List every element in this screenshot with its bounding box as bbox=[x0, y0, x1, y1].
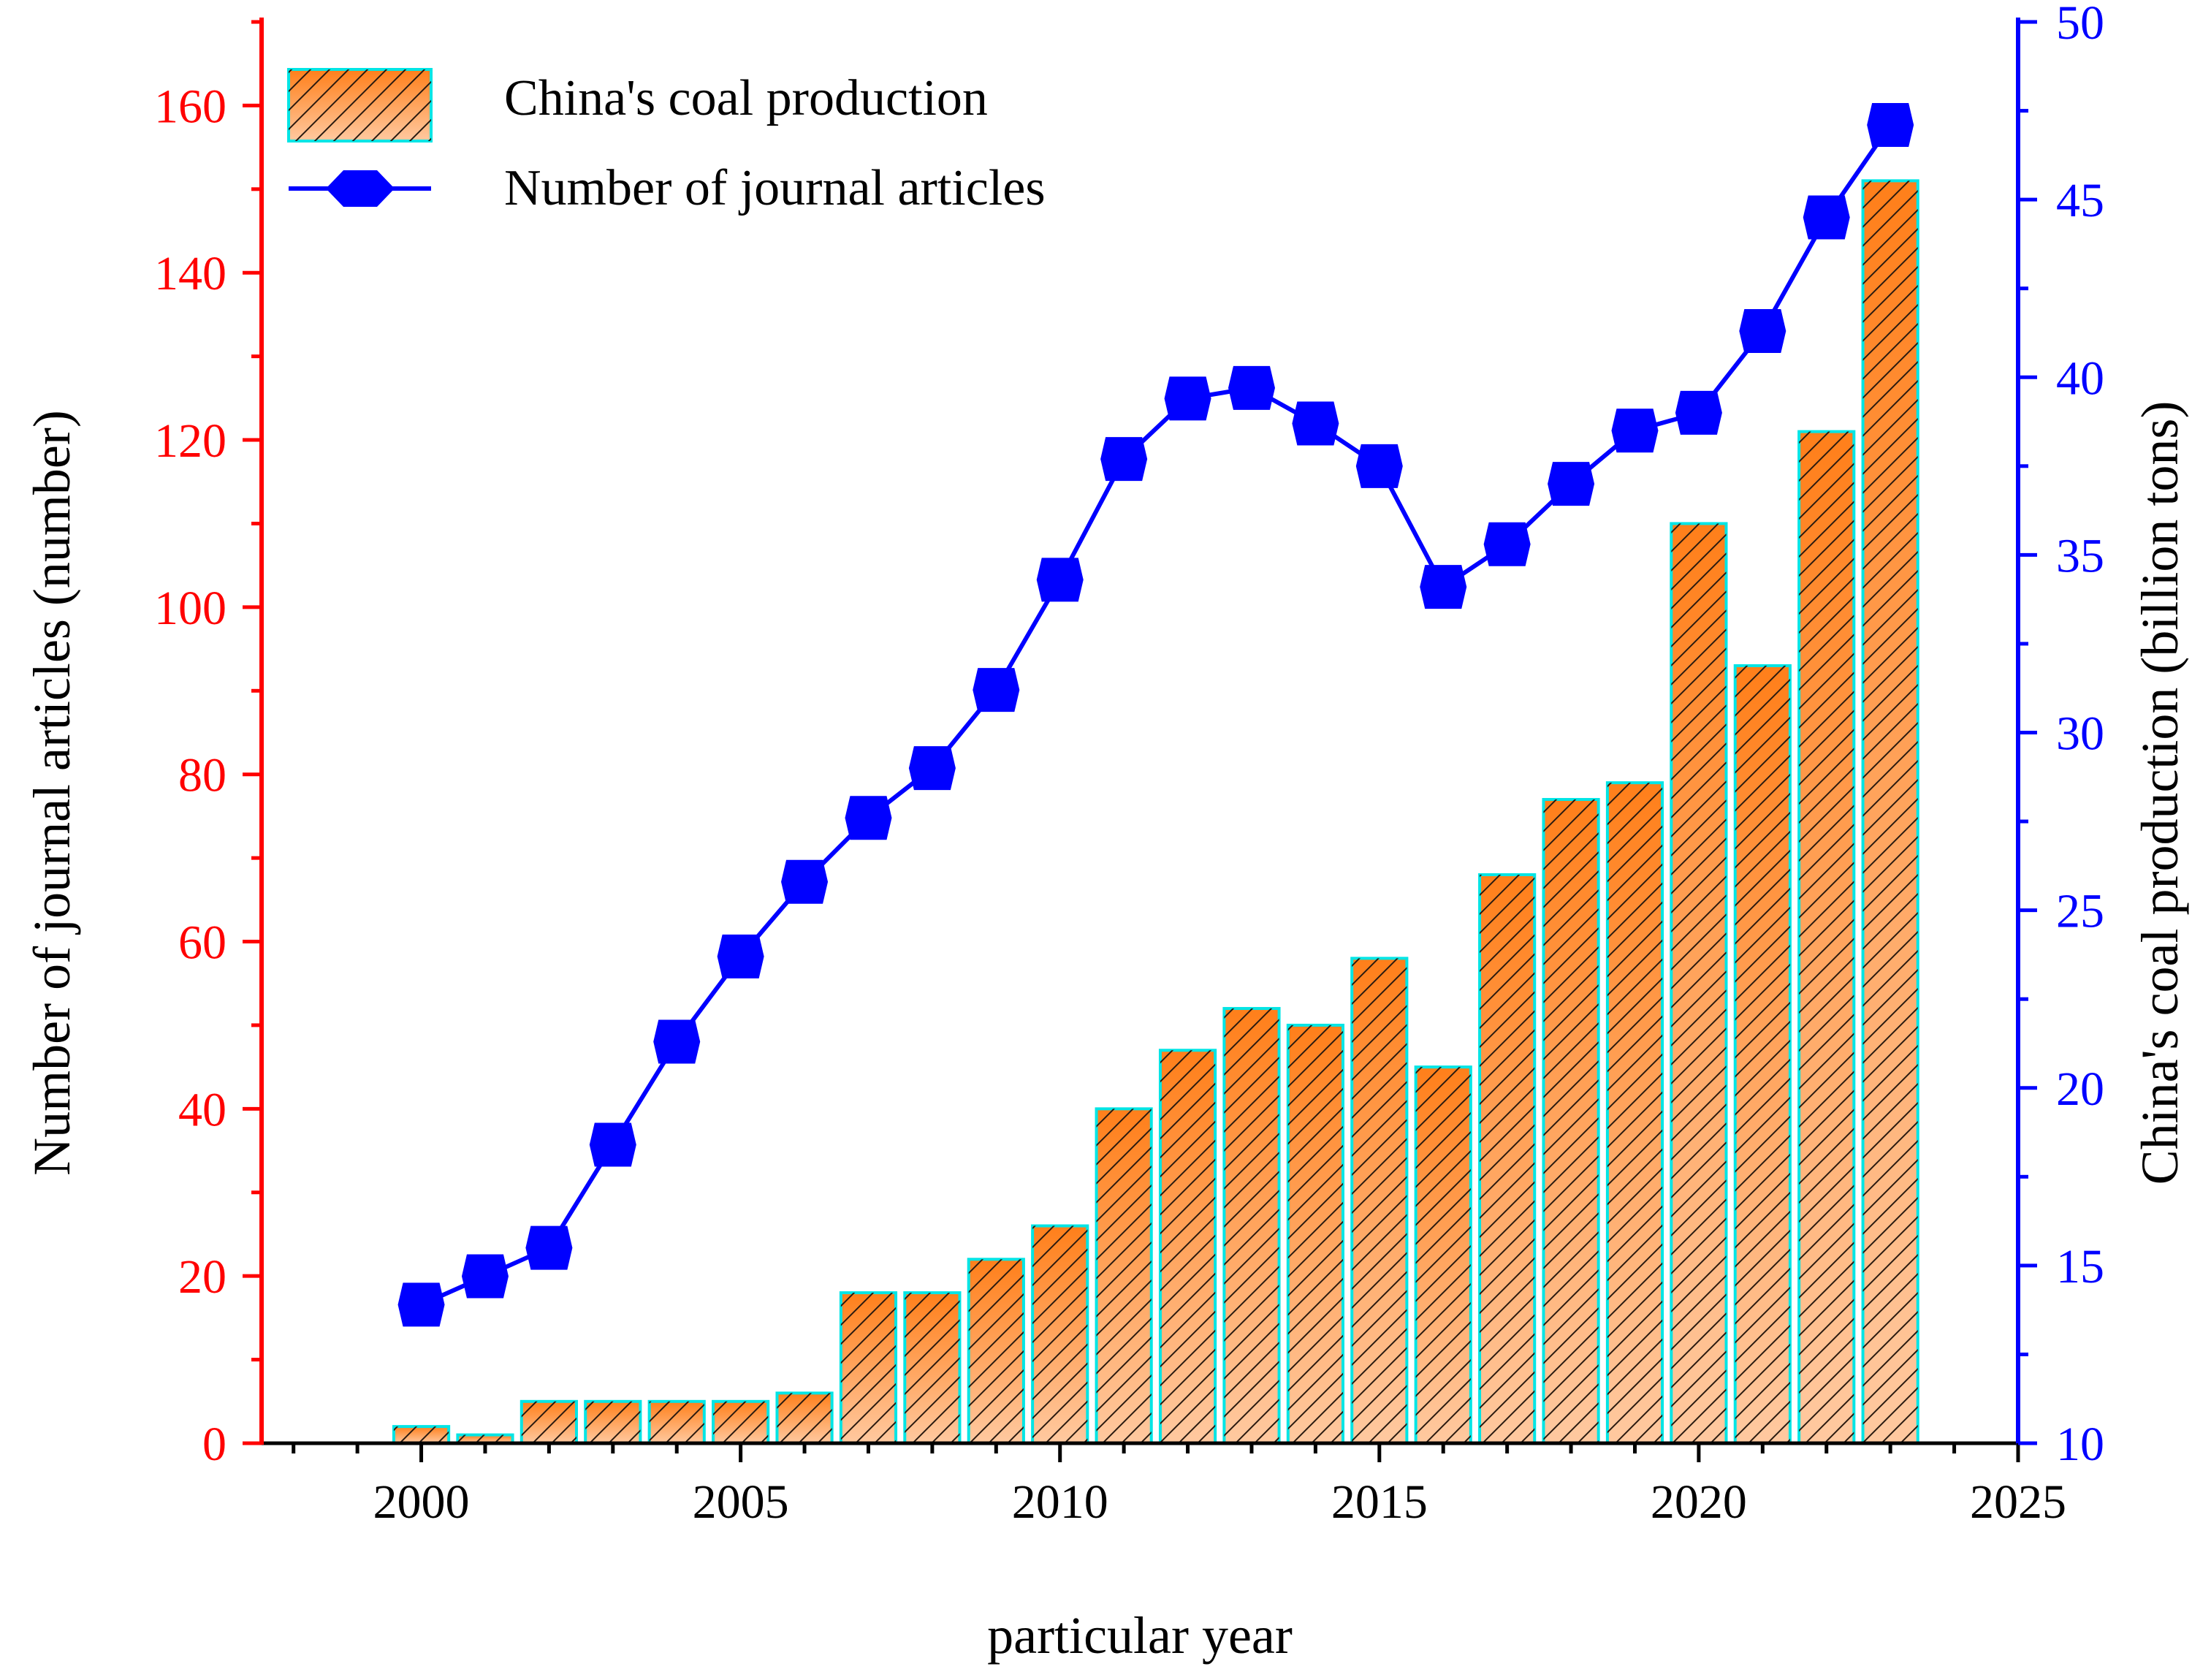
point-2015 bbox=[1355, 444, 1403, 488]
legend-bar-label: China's coal production bbox=[504, 70, 988, 126]
bar-hatch-2007 bbox=[840, 1293, 897, 1443]
x-axis-label: particular year bbox=[987, 1606, 1293, 1665]
bar-hatch-2003 bbox=[585, 1401, 641, 1443]
point-2005 bbox=[717, 934, 764, 978]
x-tick-label-2025: 2025 bbox=[1970, 1475, 2066, 1529]
point-2000 bbox=[397, 1282, 445, 1327]
bar-hatch-2017 bbox=[1480, 875, 1535, 1443]
axes-layer: 2000 2005 2010 2015 2020 20250204060801001201… bbox=[154, 0, 2104, 1529]
point-2007 bbox=[845, 796, 892, 840]
left-y-tick-label-140: 140 bbox=[154, 247, 227, 300]
legend-line-label: Number of journal articles bbox=[504, 160, 1046, 216]
legend: China's coal production Number of journa… bbox=[287, 68, 1046, 216]
point-2017 bbox=[1483, 522, 1531, 566]
x-tick-label-2005: 2005 bbox=[693, 1475, 789, 1529]
point-2010 bbox=[1036, 558, 1084, 602]
right-y-tick-label-20: 20 bbox=[2056, 1063, 2104, 1116]
right-y-tick-label-15: 15 bbox=[2056, 1240, 2104, 1293]
bar-hatch-2016 bbox=[1415, 1067, 1471, 1443]
bar-hatch-2021 bbox=[1735, 665, 1790, 1443]
bar-hatch-2022 bbox=[1799, 431, 1854, 1443]
bar-hatch-2020 bbox=[1671, 523, 1727, 1443]
point-2014 bbox=[1292, 401, 1339, 446]
bar-hatch-2000 bbox=[393, 1426, 449, 1443]
bar-hatch-2006 bbox=[777, 1393, 832, 1443]
point-2023 bbox=[1867, 103, 1914, 148]
right-y-tick-label-25: 25 bbox=[2056, 885, 2104, 938]
bar-hatch-2023 bbox=[1862, 180, 1918, 1444]
x-tick-label-2020: 2020 bbox=[1651, 1475, 1747, 1529]
point-2006 bbox=[781, 859, 829, 904]
bar-hatch-2018 bbox=[1543, 799, 1599, 1443]
right-y-tick-label-10: 10 bbox=[2056, 1418, 2104, 1471]
bars-layer bbox=[392, 179, 1919, 1445]
point-2022 bbox=[1803, 195, 1850, 240]
right-y-tick-label-45: 45 bbox=[2056, 174, 2104, 227]
point-2018 bbox=[1548, 462, 1595, 506]
left-y-tick-label-100: 100 bbox=[154, 582, 227, 635]
point-2019 bbox=[1611, 408, 1659, 453]
point-2016 bbox=[1420, 565, 1467, 609]
bar-hatch-2004 bbox=[649, 1401, 704, 1443]
point-2001 bbox=[461, 1254, 509, 1299]
line-layer bbox=[397, 103, 1914, 1327]
bar-hatch-2013 bbox=[1224, 1008, 1279, 1443]
bar-hatch-2011 bbox=[1096, 1109, 1152, 1443]
left-y-tick-label-0: 0 bbox=[202, 1418, 227, 1471]
legend-line-marker bbox=[326, 170, 395, 207]
x-tick-label-2010: 2010 bbox=[1012, 1475, 1108, 1529]
bar-hatch-2001 bbox=[457, 1434, 513, 1443]
bar-hatch-2014 bbox=[1287, 1025, 1343, 1443]
right-y-axis-label: China's coal production (billion tons) bbox=[2131, 401, 2189, 1185]
left-y-tick-label-40: 40 bbox=[178, 1083, 227, 1136]
point-2021 bbox=[1739, 309, 1786, 354]
bar-hatch-2015 bbox=[1352, 958, 1407, 1443]
left-y-tick-label-160: 160 bbox=[154, 80, 227, 133]
bar-hatch-2012 bbox=[1160, 1050, 1216, 1443]
left-y-tick-label-80: 80 bbox=[178, 749, 227, 802]
point-2020 bbox=[1675, 390, 1722, 435]
point-2008 bbox=[908, 746, 956, 791]
point-2003 bbox=[589, 1122, 636, 1167]
point-2004 bbox=[653, 1019, 701, 1064]
bar-hatch-2010 bbox=[1032, 1225, 1088, 1443]
left-y-tick-label-20: 20 bbox=[178, 1250, 227, 1304]
right-y-tick-label-30: 30 bbox=[2056, 707, 2104, 761]
point-2012 bbox=[1164, 376, 1211, 421]
bar-hatch-2005 bbox=[713, 1401, 769, 1443]
point-2009 bbox=[973, 668, 1020, 712]
point-2013 bbox=[1228, 365, 1275, 410]
left-y-tick-label-60: 60 bbox=[178, 916, 227, 970]
right-y-tick-label-50: 50 bbox=[2056, 0, 2104, 50]
bar-hatch-2019 bbox=[1607, 783, 1663, 1443]
left-y-axis-label: Number of journal articles (number) bbox=[23, 410, 81, 1176]
bar-hatch-2009 bbox=[968, 1259, 1024, 1443]
right-y-tick-label-35: 35 bbox=[2056, 529, 2104, 582]
bar-hatch-2002 bbox=[521, 1401, 576, 1443]
point-2011 bbox=[1100, 437, 1148, 482]
bar-hatch-2008 bbox=[905, 1293, 960, 1443]
x-tick-label-2000: 2000 bbox=[373, 1475, 470, 1529]
x-tick-label-2015: 2015 bbox=[1331, 1475, 1428, 1529]
legend-bar-swatch-hatch bbox=[289, 69, 431, 141]
point-2002 bbox=[525, 1225, 573, 1270]
right-y-tick-label-40: 40 bbox=[2056, 351, 2104, 405]
left-y-tick-label-120: 120 bbox=[154, 414, 227, 468]
